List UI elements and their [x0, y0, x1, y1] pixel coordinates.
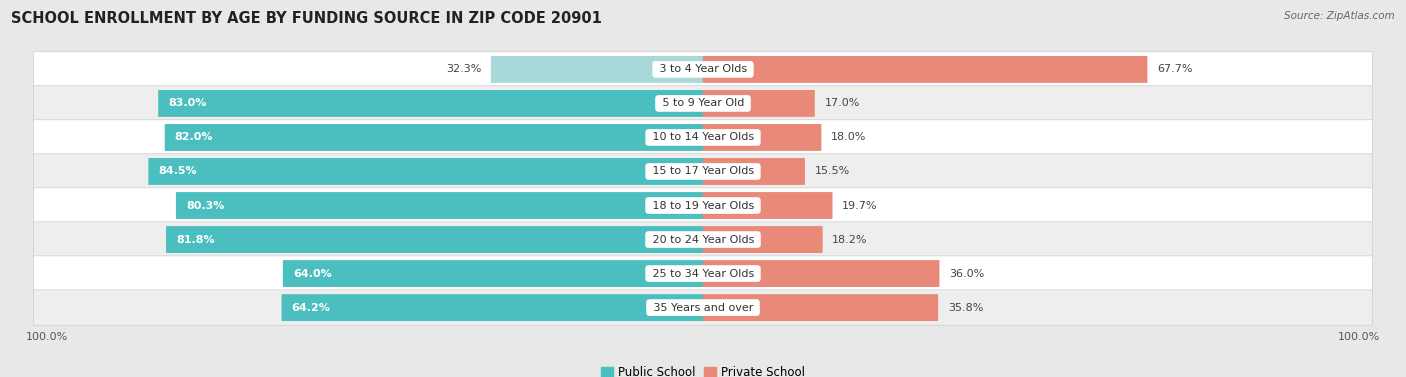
FancyBboxPatch shape [703, 260, 939, 287]
Text: 5 to 9 Year Old: 5 to 9 Year Old [658, 98, 748, 109]
Text: 20 to 24 Year Olds: 20 to 24 Year Olds [648, 234, 758, 245]
FancyBboxPatch shape [165, 124, 703, 151]
FancyBboxPatch shape [34, 86, 1372, 121]
Text: 18 to 19 Year Olds: 18 to 19 Year Olds [648, 201, 758, 210]
FancyBboxPatch shape [34, 222, 1372, 257]
Text: 64.2%: 64.2% [291, 303, 330, 313]
FancyBboxPatch shape [281, 294, 703, 321]
Text: 67.7%: 67.7% [1157, 64, 1192, 74]
FancyBboxPatch shape [166, 226, 703, 253]
Text: 36.0%: 36.0% [949, 268, 984, 279]
FancyBboxPatch shape [34, 52, 1372, 87]
Text: 15.5%: 15.5% [814, 167, 849, 176]
Text: 35 Years and over: 35 Years and over [650, 303, 756, 313]
Text: SCHOOL ENROLLMENT BY AGE BY FUNDING SOURCE IN ZIP CODE 20901: SCHOOL ENROLLMENT BY AGE BY FUNDING SOUR… [11, 11, 602, 26]
FancyBboxPatch shape [703, 56, 1147, 83]
FancyBboxPatch shape [34, 256, 1372, 291]
Text: Source: ZipAtlas.com: Source: ZipAtlas.com [1284, 11, 1395, 21]
FancyBboxPatch shape [703, 158, 804, 185]
FancyBboxPatch shape [34, 290, 1372, 325]
FancyBboxPatch shape [34, 188, 1372, 223]
Text: 19.7%: 19.7% [842, 201, 877, 210]
Text: 64.0%: 64.0% [292, 268, 332, 279]
Text: 83.0%: 83.0% [169, 98, 207, 109]
Text: 10 to 14 Year Olds: 10 to 14 Year Olds [648, 132, 758, 143]
Text: 82.0%: 82.0% [174, 132, 214, 143]
FancyBboxPatch shape [491, 56, 703, 83]
FancyBboxPatch shape [34, 120, 1372, 155]
Text: 81.8%: 81.8% [176, 234, 215, 245]
FancyBboxPatch shape [283, 260, 703, 287]
Text: 18.0%: 18.0% [831, 132, 866, 143]
Text: 84.5%: 84.5% [159, 167, 197, 176]
FancyBboxPatch shape [159, 90, 703, 117]
FancyBboxPatch shape [149, 158, 703, 185]
FancyBboxPatch shape [703, 192, 832, 219]
FancyBboxPatch shape [703, 124, 821, 151]
Text: 80.3%: 80.3% [186, 201, 225, 210]
Text: 32.3%: 32.3% [446, 64, 481, 74]
FancyBboxPatch shape [34, 154, 1372, 189]
FancyBboxPatch shape [703, 90, 814, 117]
Legend: Public School, Private School: Public School, Private School [596, 361, 810, 377]
Text: 18.2%: 18.2% [832, 234, 868, 245]
FancyBboxPatch shape [703, 226, 823, 253]
Text: 3 to 4 Year Olds: 3 to 4 Year Olds [655, 64, 751, 74]
Text: 17.0%: 17.0% [824, 98, 859, 109]
Text: 15 to 17 Year Olds: 15 to 17 Year Olds [648, 167, 758, 176]
Text: 25 to 34 Year Olds: 25 to 34 Year Olds [648, 268, 758, 279]
FancyBboxPatch shape [703, 294, 938, 321]
Text: 35.8%: 35.8% [948, 303, 983, 313]
FancyBboxPatch shape [176, 192, 703, 219]
